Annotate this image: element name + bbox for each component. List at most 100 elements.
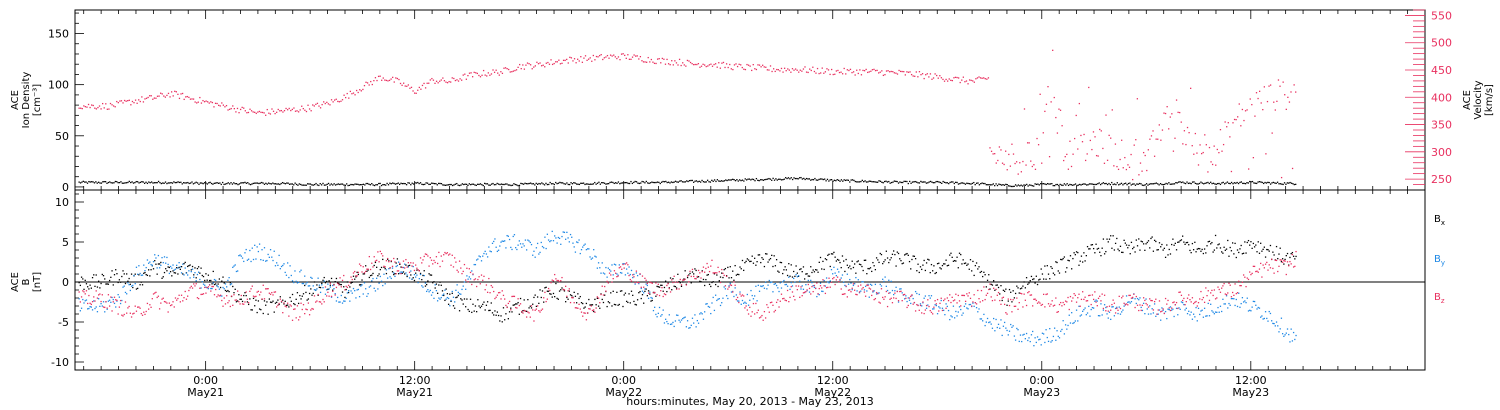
data-point [961, 263, 963, 265]
data-point [1050, 341, 1052, 343]
data-point [724, 288, 727, 290]
data-point [638, 282, 640, 285]
data-point [684, 181, 686, 183]
data-point [274, 291, 277, 293]
data-point [376, 184, 379, 186]
data-point [545, 62, 547, 64]
data-point [1291, 340, 1294, 342]
data-point [502, 183, 504, 186]
data-point [860, 290, 862, 292]
data-point [1083, 183, 1085, 185]
data-point [1018, 301, 1020, 304]
data-point [856, 261, 858, 263]
data-point [880, 285, 883, 287]
data-point [489, 309, 491, 312]
data-point [858, 291, 861, 293]
data-point [1074, 137, 1076, 140]
data-point [1017, 287, 1019, 289]
data-point [183, 263, 185, 265]
data-point [171, 275, 173, 277]
data-point [245, 248, 247, 251]
data-point [805, 71, 808, 73]
data-point [179, 301, 181, 303]
data-point [213, 294, 216, 296]
data-point [828, 253, 830, 255]
data-point [1180, 301, 1183, 303]
data-point [1282, 183, 1284, 186]
data-point [216, 296, 218, 298]
data-point [799, 280, 801, 282]
data-point [1124, 156, 1126, 159]
data-point [637, 182, 639, 184]
data-point [653, 62, 656, 65]
data-point [160, 261, 162, 264]
data-point [312, 292, 314, 295]
data-point [340, 183, 342, 185]
data-point [1269, 84, 1272, 86]
y-tick-label: 100 [48, 79, 69, 92]
data-point [467, 184, 469, 187]
data-point [235, 299, 238, 301]
data-point [735, 298, 738, 301]
data-point [953, 299, 956, 301]
data-point [797, 275, 800, 277]
data-point [496, 311, 499, 313]
data-point [81, 181, 83, 183]
data-point [529, 182, 532, 184]
data-point [947, 309, 950, 312]
data-point [421, 285, 423, 287]
data-point [122, 102, 124, 104]
data-point [1172, 183, 1174, 185]
data-point [614, 56, 616, 58]
data-point [625, 262, 628, 264]
data-point [418, 182, 420, 185]
data-point [683, 279, 685, 281]
data-point [262, 284, 264, 286]
data-point [610, 274, 612, 276]
data-point [185, 182, 188, 184]
data-point [354, 94, 356, 96]
data-point [1087, 184, 1089, 186]
data-point [400, 272, 402, 275]
data-point [246, 259, 249, 261]
data-point [572, 297, 574, 299]
data-point [631, 56, 634, 58]
data-point [176, 181, 178, 184]
data-point [838, 271, 840, 273]
data-point [1128, 166, 1131, 168]
data-point [431, 182, 433, 184]
data-point [1236, 305, 1239, 308]
data-point [1130, 153, 1132, 156]
data-point [895, 180, 897, 183]
data-point [1055, 297, 1057, 299]
data-point [907, 254, 909, 256]
data-point [850, 282, 852, 284]
data-point [1138, 174, 1140, 176]
data-point [960, 182, 962, 184]
data-point [1178, 307, 1180, 309]
data-point [909, 71, 911, 73]
data-point [124, 291, 127, 294]
data-point [1117, 248, 1119, 250]
data-point [1103, 304, 1106, 306]
data-point [857, 279, 859, 281]
data-point [891, 289, 894, 292]
data-point [434, 261, 436, 264]
data-point [635, 55, 637, 57]
data-point [134, 282, 136, 285]
data-point [222, 276, 224, 278]
data-point [561, 62, 563, 64]
data-point [443, 294, 445, 297]
data-point [833, 276, 835, 279]
data-point [995, 318, 997, 321]
data-point [84, 181, 86, 183]
data-point [766, 178, 769, 180]
data-point [412, 262, 414, 264]
data-point [334, 184, 337, 186]
data-point [1042, 183, 1045, 185]
data-point [234, 288, 236, 290]
data-point [417, 269, 419, 271]
data-point [707, 65, 709, 67]
data-point [971, 182, 974, 185]
data-point [1185, 241, 1187, 244]
